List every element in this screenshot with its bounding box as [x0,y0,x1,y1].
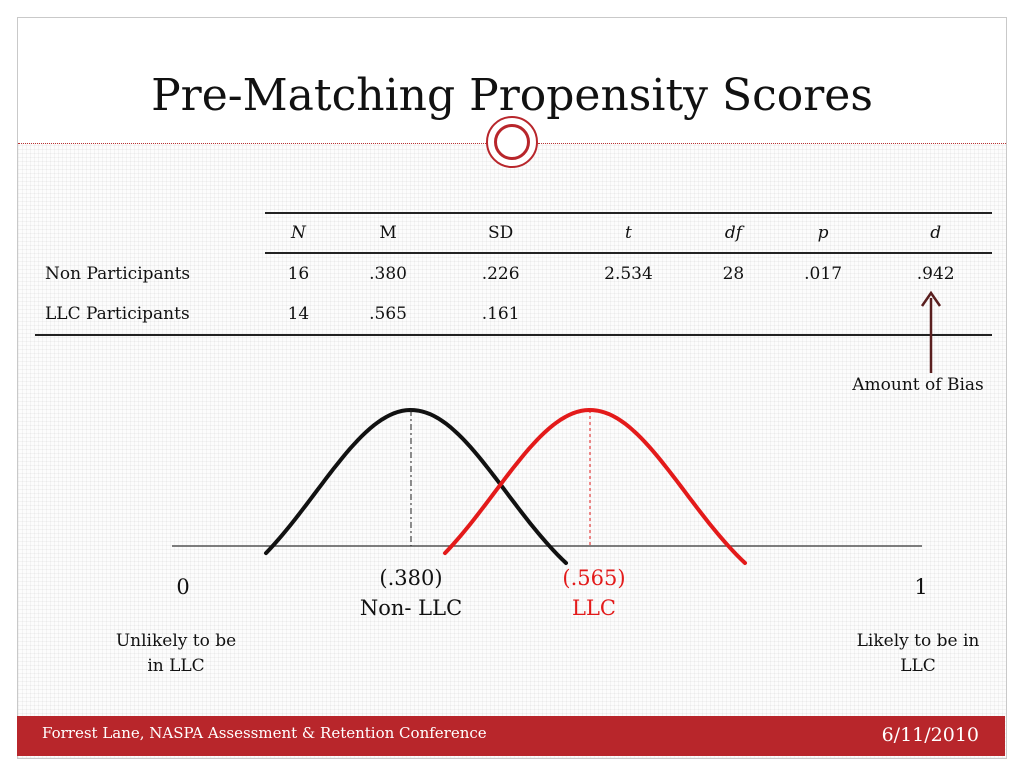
header-sd: SD [444,212,557,254]
footer-presenter-text: Forrest Lane, NASPA Assessment & Retenti… [42,724,487,742]
statistics-table: N M SD t df p d Non Participants 16 .380… [35,212,992,336]
header-p: p [766,212,880,254]
footer-date: 6/11/2010 [881,724,979,746]
table-row: LLC Participants 14 .565 .161 [35,294,992,336]
llc-curve [443,407,747,565]
header-m: M [331,212,445,254]
distribution-diagram [172,290,942,565]
footer-bar: Forrest Lane, NASPA Assessment & Retenti… [17,716,1005,756]
table-cell: .380 [369,264,407,284]
non-llc-curve [264,407,568,565]
table-cell [556,294,701,336]
table-cell: .226 [481,264,520,284]
non-llc-mean-value: (.380) [379,566,443,590]
likely-caption-line1: Likely to be in [856,631,980,651]
row-label: Non Participants [45,263,191,284]
title-rule-right [538,143,1006,144]
likely-caption-line2: LLC [900,656,936,676]
table-cell: 14 [265,294,332,336]
table-cell: 28 [722,264,745,284]
header-d: d [879,212,992,254]
table-cell [766,294,880,336]
header-df: df [700,212,767,254]
table-row: Non Participants 16 .380 .226 2.534 28 .… [35,253,992,294]
table-header-row: N M SD t df p d [35,212,992,254]
unlikely-caption-line2: in LLC [147,656,205,676]
circle-ornament-icon [486,116,538,168]
slide-title: Pre-Matching Propensity Scores [151,70,873,121]
bias-arrow-head-icon [920,290,942,307]
table-cell [700,294,767,336]
table-cell: 2.534 [604,264,653,284]
axis-max-label: 1 [914,575,928,599]
header-n: N [265,212,332,254]
row-label: LLC Participants [35,294,265,336]
slide: Pre-Matching Propensity Scores N M SD t … [17,17,1007,759]
amount-of-bias-label: Amount of Bias [852,375,984,395]
table-cell: .565 [331,294,445,336]
table-cell: .017 [804,264,843,284]
non-llc-label: Non- LLC [359,596,463,620]
llc-label: LLC [572,596,616,620]
axis-min-label: 0 [176,575,190,599]
table-cell: .942 [916,264,955,284]
title-rule-left [18,143,486,144]
header-t: t [556,212,701,254]
table-cell: .161 [444,294,557,336]
unlikely-caption-line1: Unlikely to be [115,631,237,651]
table-cell: 16 [287,264,310,284]
llc-mean-value: (.565) [562,566,626,590]
